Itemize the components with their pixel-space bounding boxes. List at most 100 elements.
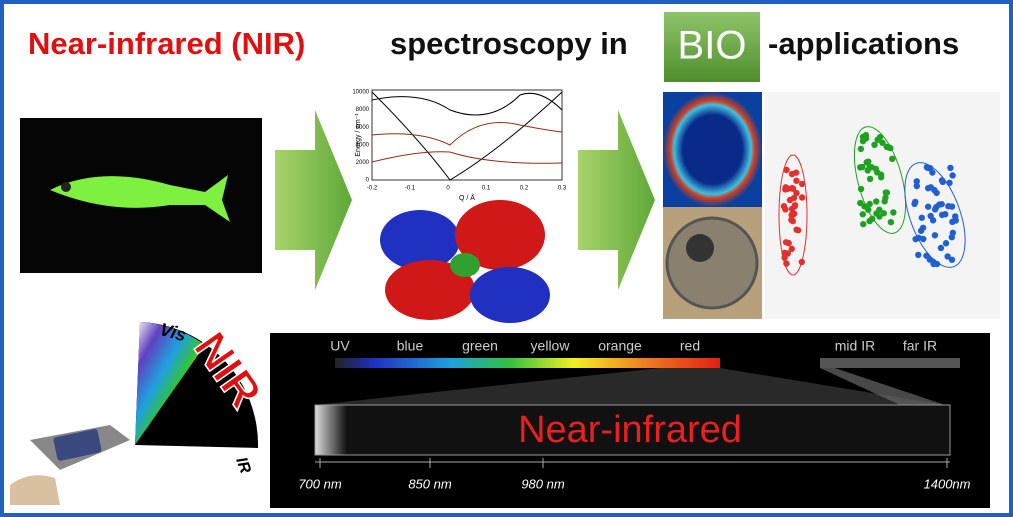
nir-box-label: Near-infrared	[518, 409, 742, 451]
zoom-band	[315, 368, 945, 405]
scatter-dot	[876, 213, 883, 220]
micro-nir	[663, 92, 762, 207]
scatter-bg	[765, 92, 1000, 319]
scatter-dot	[913, 178, 920, 185]
protein-structure	[380, 200, 550, 323]
x-tick-label: 0.1	[482, 186, 491, 192]
scatter-dot	[880, 210, 887, 217]
scatter-dot	[915, 234, 922, 242]
plot-frame	[371, 89, 563, 181]
scatter-dot	[873, 198, 880, 205]
scatter-dot	[783, 260, 790, 267]
scatter-dot	[944, 253, 951, 260]
scatter-dot	[785, 185, 792, 192]
y-tick-label: 10000	[352, 90, 369, 96]
scale-label: 1400nm	[924, 476, 971, 491]
scatter-dot	[857, 185, 865, 193]
scatter-dot	[857, 145, 865, 153]
scatter-dot	[890, 209, 897, 216]
y-tick-label: 6000	[356, 125, 370, 131]
scatter-dot	[929, 217, 937, 224]
nucleus	[686, 234, 714, 262]
x-tick-label: 0.2	[520, 186, 529, 192]
title-tail: -applications	[768, 26, 959, 61]
x-tick-label: -0.2	[367, 186, 378, 192]
scatter-dot	[866, 175, 874, 183]
band-label: UV	[330, 338, 350, 354]
pca-scatter	[765, 92, 1000, 319]
y-tick-label: 2000	[356, 160, 370, 166]
scatter-dot	[793, 177, 800, 184]
ir-band-label: far IR	[903, 338, 937, 354]
scatter-dot	[786, 196, 794, 204]
fish-eye	[61, 182, 71, 192]
scatter-dot	[862, 131, 870, 139]
ir-bar	[820, 358, 960, 368]
scatter-dot	[949, 172, 956, 179]
x-tick-label: -0.1	[405, 186, 416, 192]
band-label: green	[462, 338, 498, 354]
scatter-dot	[798, 180, 806, 188]
scatter-dot	[793, 189, 800, 197]
scatter-dot	[793, 226, 800, 233]
scatter-dot	[780, 203, 788, 210]
scatter-dot	[882, 194, 889, 201]
scatter-dot	[945, 203, 952, 210]
scatter-dot	[879, 139, 886, 146]
scatter-dot	[859, 211, 866, 218]
arrow	[578, 110, 655, 290]
scatter-dot	[872, 165, 880, 173]
x-tick-label: 0.3	[558, 186, 567, 192]
scatter-dot	[859, 163, 866, 171]
scatter-dot	[933, 189, 940, 197]
scatter-dot	[877, 174, 885, 181]
spectrum-panel: Near-infrared UV blue green yellow orange red…	[270, 333, 990, 508]
scatter-dot	[919, 224, 927, 231]
scatter-dot	[887, 218, 895, 226]
scatter-dot	[788, 170, 796, 178]
scatter-dot	[876, 206, 883, 213]
band-label: blue	[397, 338, 424, 354]
fan-rainbow	[135, 322, 205, 445]
nir-box	[314, 404, 951, 456]
scatter-dot	[948, 233, 956, 241]
scatter-dot	[931, 206, 939, 213]
y-tick-label: 0	[366, 178, 370, 184]
curve	[449, 91, 563, 181]
band-label: orange	[598, 338, 642, 354]
fish	[50, 175, 230, 222]
scatter-dot	[918, 214, 926, 221]
scatter-dot	[798, 258, 805, 266]
ir-band-label: mid IR	[835, 338, 875, 354]
bio-badge	[664, 12, 760, 82]
scatter-dot	[874, 136, 881, 143]
scatter-dot	[866, 164, 873, 171]
scatter-dot	[868, 215, 876, 222]
scatter-dot	[924, 203, 932, 210]
scatter-dot	[924, 184, 932, 192]
scatter-dot	[952, 213, 959, 220]
scatter-dot	[946, 179, 953, 187]
scatter-dot	[939, 178, 946, 186]
scatter-dot	[783, 166, 790, 174]
scatter-dot	[798, 194, 806, 201]
title-middle: spectroscopy in	[390, 26, 628, 61]
curve	[371, 151, 563, 164]
scatter-dot	[857, 199, 864, 207]
y-tick-label: 8000	[356, 107, 370, 113]
scatter-dot	[949, 218, 956, 226]
scatter-dot	[882, 189, 890, 196]
scatter-dot	[937, 244, 945, 252]
band-label: red	[680, 338, 700, 354]
title: Near-infrared (NIR) spectroscopy in	[28, 26, 628, 61]
scatter-dot	[930, 260, 937, 268]
nir-device	[10, 425, 130, 505]
energy-plot: Energy / cm⁻¹ Q / Å 0 2000 4000 6000 8000 100…	[352, 90, 567, 202]
scatter-dot	[866, 200, 873, 208]
curve	[371, 92, 563, 116]
zoom-band	[820, 368, 945, 405]
arrow	[275, 110, 352, 290]
scatter-dot	[782, 239, 790, 246]
scatter-dot	[915, 251, 922, 259]
